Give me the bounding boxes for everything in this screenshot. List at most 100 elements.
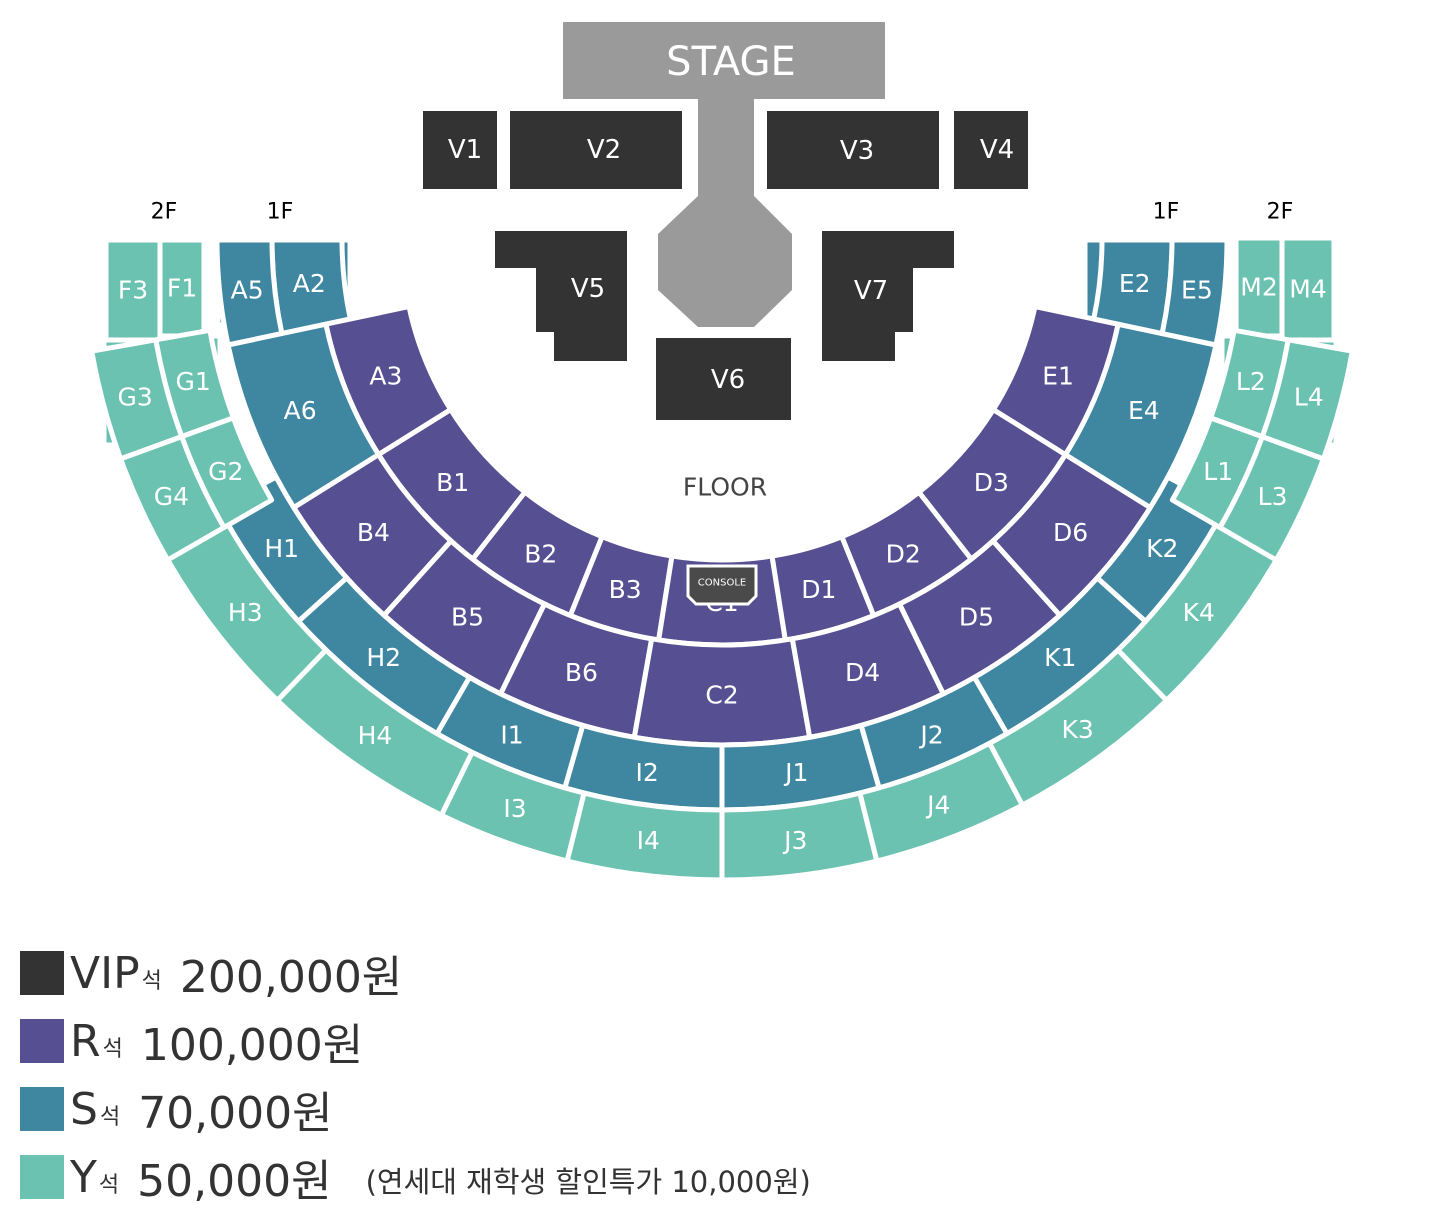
vip-blocks: V1 V2 V3 V4 V5 V6 V7 <box>423 111 1028 420</box>
section-label: E2 <box>1119 269 1151 298</box>
section-label: B5 <box>451 603 484 632</box>
section-V5[interactable] <box>495 231 627 361</box>
stage-area: STAGE <box>563 22 885 327</box>
section-label: J4 <box>925 790 950 819</box>
section-label: A2 <box>293 269 326 298</box>
section-L3[interactable] <box>1217 434 1326 563</box>
legend-grade: S <box>70 1083 98 1135</box>
section-label: D3 <box>974 468 1009 497</box>
section-label: J2 <box>918 720 943 749</box>
legend-price: 70,000원 <box>138 1088 333 1139</box>
section-label: B3 <box>609 575 642 604</box>
section-J3[interactable] <box>719 790 880 883</box>
section-label: I4 <box>637 826 660 855</box>
section-G4[interactable] <box>118 434 227 563</box>
section-V7[interactable] <box>822 231 954 361</box>
section-label: I3 <box>503 794 526 823</box>
section-label: D6 <box>1053 518 1088 547</box>
seating-sections: F3F1F4F2M2M4M1M3A4A1E3E6A2A5A3B1B2B3C1D1… <box>89 235 1355 883</box>
section-M4[interactable] <box>1279 235 1337 343</box>
section-label: E4 <box>1128 396 1160 425</box>
vip-color-swatch <box>20 951 64 995</box>
section-label: H3 <box>228 598 263 627</box>
section-label: D5 <box>959 603 994 632</box>
legend-suffix: 석 <box>98 1173 120 1198</box>
seating-map: STAGE V1 V2 V3 V4 V5 V6 V7 FLOOR 2F 1F 1… <box>89 22 1355 883</box>
floor-tag-1f-left: 1F <box>267 200 294 225</box>
section-G3[interactable] <box>89 337 185 462</box>
section-A5[interactable] <box>214 237 285 348</box>
floor-tag-1f-right: 1F <box>1153 200 1180 225</box>
runway <box>658 96 792 327</box>
section-K3[interactable] <box>987 647 1170 808</box>
section-label: K2 <box>1146 534 1178 563</box>
section-label: G2 <box>208 457 243 486</box>
section-label: G1 <box>176 367 211 396</box>
section-label: D2 <box>886 539 921 568</box>
section-label: B2 <box>524 539 557 568</box>
legend-row-s: S 석 70,000원 <box>20 1083 1420 1139</box>
vip-label: V1 <box>448 135 482 165</box>
console-label: CONSOLE <box>698 578 746 589</box>
section-label: H4 <box>358 721 393 750</box>
section-V4[interactable] <box>954 111 1028 189</box>
vip-label: V3 <box>840 136 874 166</box>
section-label: H1 <box>264 534 299 563</box>
section-V1[interactable] <box>423 111 497 189</box>
legend-grade: Y <box>70 1151 97 1203</box>
legend-row-r: R 석 100,000원 <box>20 1015 1420 1071</box>
section-label: J3 <box>782 826 807 855</box>
console: CONSOLE <box>686 564 758 606</box>
price-legend: VIP 석 200,000원 R 석 100,000원 S 석 70,000원 … <box>20 948 1420 1220</box>
section-label: A6 <box>284 396 317 425</box>
floor-tag-2f-right: 2F <box>1267 200 1294 225</box>
section-label: G3 <box>118 383 153 412</box>
section-label: E5 <box>1181 275 1213 304</box>
section-A6[interactable] <box>225 321 382 511</box>
section-H3[interactable] <box>165 522 329 703</box>
section-label: B6 <box>565 658 598 687</box>
section-label: C2 <box>705 681 738 710</box>
section-I3[interactable] <box>438 749 587 864</box>
legend-grade: R <box>70 1015 101 1067</box>
section-label: M4 <box>1289 275 1326 304</box>
section-V2[interactable] <box>510 111 682 189</box>
section-label: A5 <box>231 275 264 304</box>
vip-label: V7 <box>854 276 888 306</box>
section-F3[interactable] <box>103 237 163 343</box>
section-J4[interactable] <box>857 740 1025 864</box>
section-label: H2 <box>366 643 401 672</box>
legend-suffix: 석 <box>141 969 162 994</box>
section-label: M2 <box>1240 273 1277 302</box>
section-K4[interactable] <box>1115 522 1279 703</box>
legend-row-vip: VIP 석 200,000원 <box>20 947 1420 1003</box>
section-label: K4 <box>1183 598 1215 627</box>
section-H4[interactable] <box>274 647 475 818</box>
section-F1[interactable] <box>157 237 207 339</box>
section-label: B4 <box>357 518 390 547</box>
floor-tag-2f-left: 2F <box>151 200 178 225</box>
section-label: I2 <box>636 758 659 787</box>
legend-suffix: 석 <box>99 1105 121 1130</box>
section-label: E1 <box>1042 361 1074 390</box>
section-E5[interactable] <box>1159 237 1230 348</box>
section-label: L2 <box>1236 367 1266 396</box>
section-I4[interactable] <box>564 790 725 883</box>
section-label: D4 <box>845 658 880 687</box>
section-V3[interactable] <box>767 111 939 189</box>
section-label: B1 <box>436 468 469 497</box>
section-label: L4 <box>1294 383 1324 412</box>
stage[interactable] <box>563 22 885 99</box>
section-L4[interactable] <box>1259 337 1355 462</box>
section-V6[interactable] <box>656 338 791 420</box>
section-label: I1 <box>500 720 523 749</box>
vip-label: V6 <box>711 365 745 395</box>
legend-grade: VIP <box>70 947 140 999</box>
section-label: L3 <box>1258 482 1288 511</box>
section-label: G4 <box>154 482 189 511</box>
r-color-swatch <box>20 1019 64 1063</box>
legend-note: (연세대 재학생 할인특가 10,000원) <box>365 1165 811 1199</box>
legend-suffix: 석 <box>102 1037 123 1062</box>
section-label: F3 <box>118 276 148 305</box>
section-label: K3 <box>1061 715 1093 744</box>
